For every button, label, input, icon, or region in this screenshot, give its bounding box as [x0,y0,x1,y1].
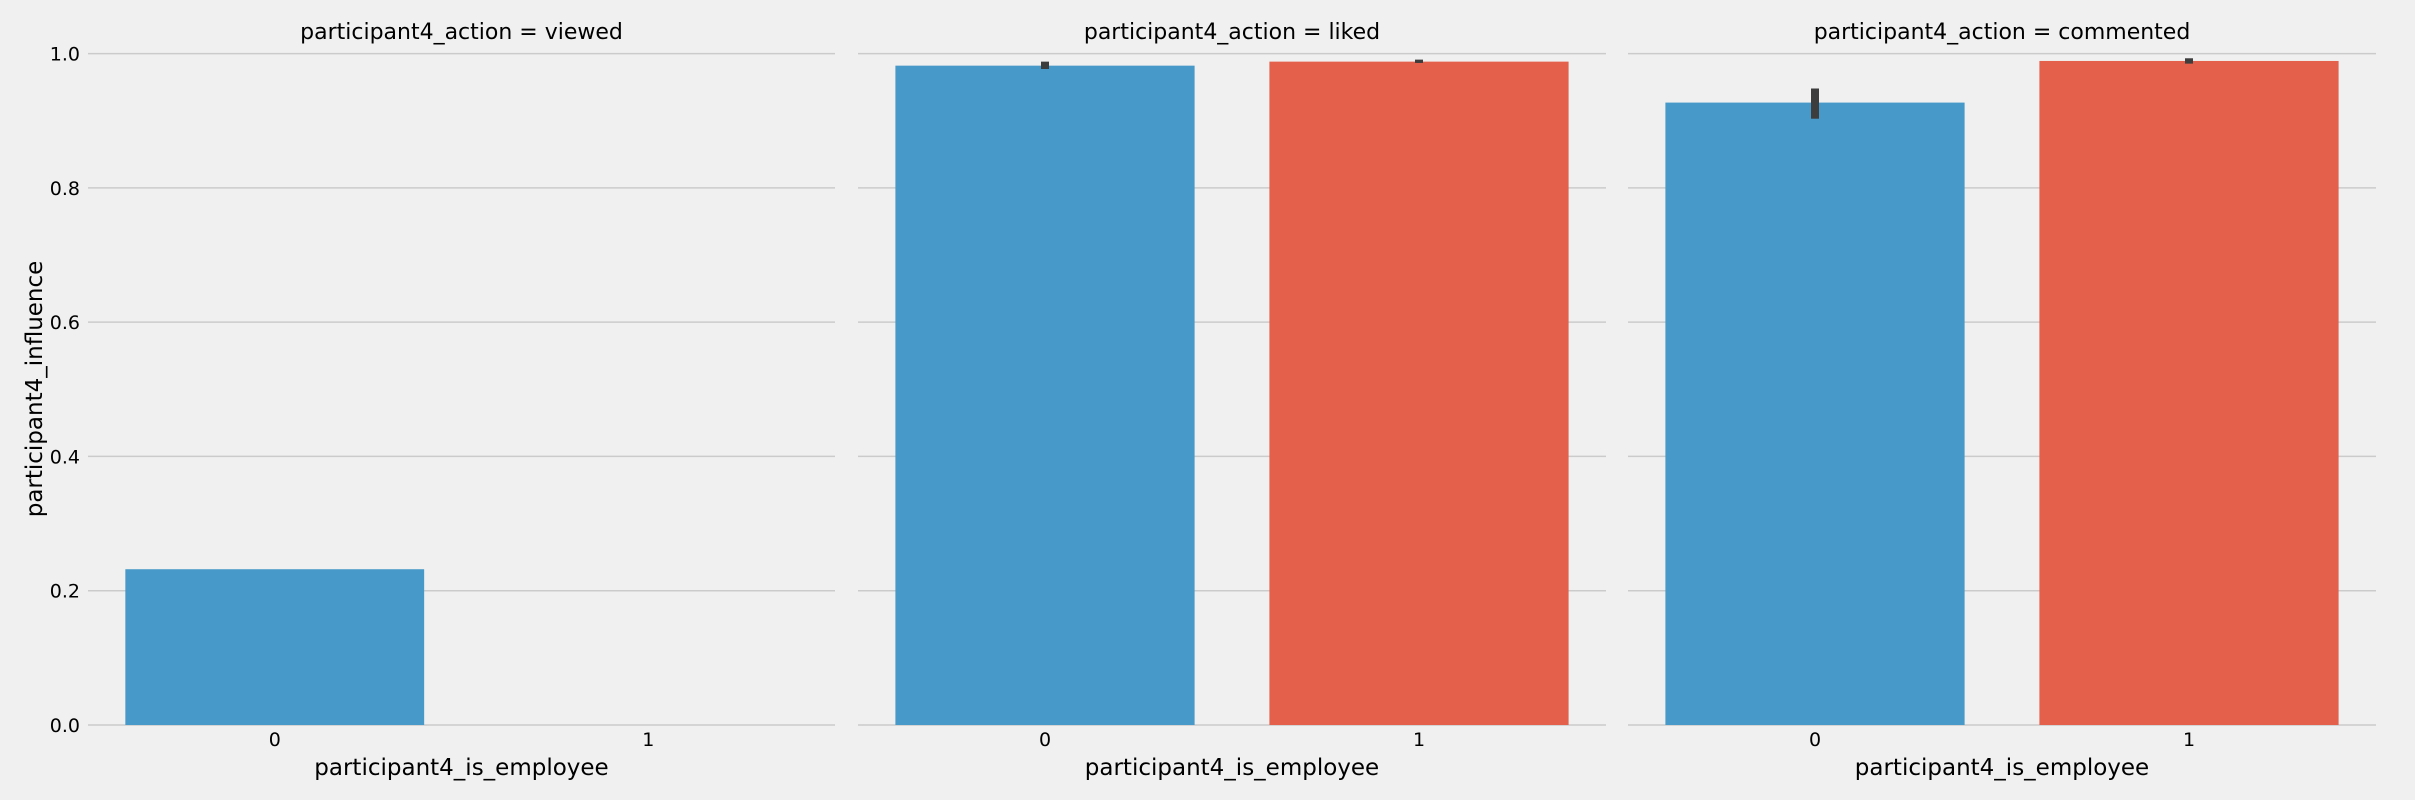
x-axis-label: participant4_is_employee [314,755,608,781]
bar-0 [1665,102,1965,726]
y-tick-label: 1.0 [50,44,80,66]
x-tick-label: 1 [2183,729,2195,751]
x-tick-label: 0 [1039,729,1051,751]
y-tick-label: 0.8 [50,178,80,200]
bar-0 [125,569,425,725]
x-tick-label: 1 [642,729,654,751]
y-axis-label: participant4_influence [22,261,48,518]
y-tick-label: 0.4 [50,446,80,468]
facet-panel-2: participant4_action = commented 0 1 partici… [1628,20,2376,781]
x-axis-label: participant4_is_employee [1855,755,2149,781]
x-tick-label: 1 [1413,729,1425,751]
x-tick-label: 0 [1809,729,1821,751]
facet-panel-1: participant4_action = liked 0 1 participant… [858,20,1606,781]
y-tick-label: 0.0 [50,715,80,737]
bar-1 [2039,60,2339,725]
facet-title: participant4_action = commented [1814,20,2191,45]
facet-title: participant4_action = viewed [300,20,623,45]
facets: 0.0 0.2 0.4 0.6 0.8 1.0 participant4_action = … [50,20,2376,781]
facet-title: participant4_action = liked [1084,20,1380,45]
facet-panel-0: 0.0 0.2 0.4 0.6 0.8 1.0 participant4_action = … [50,20,835,781]
y-tick-label: 0.6 [50,312,80,334]
bar-1 [1269,61,1569,726]
y-tick-label: 0.2 [50,581,80,603]
x-axis-label: participant4_is_employee [1085,755,1379,781]
x-tick-label: 0 [269,729,281,751]
bar-0 [895,65,1195,725]
